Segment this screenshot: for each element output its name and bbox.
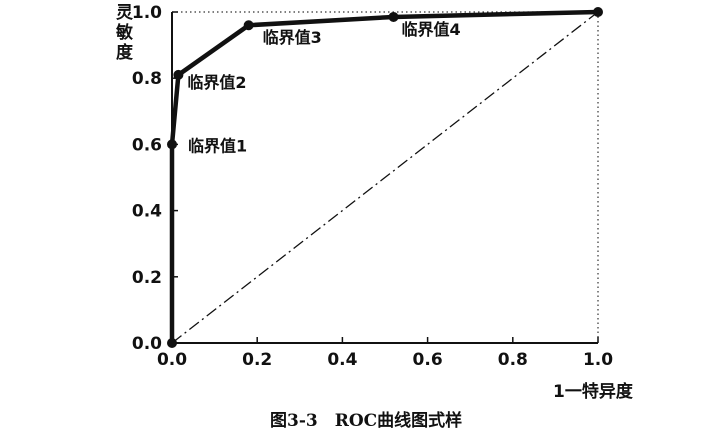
threshold-label: 临界值3 bbox=[263, 28, 322, 47]
threshold-label: 临界值1 bbox=[188, 136, 247, 155]
y-tick-label: 0.4 bbox=[132, 202, 162, 222]
x-tick-label: 0.6 bbox=[413, 350, 443, 370]
roc-curve bbox=[169, 9, 599, 343]
annotation-layer: 临界值1 临界值2 临界值3 临界值4 bbox=[187, 20, 460, 155]
x-tick-label: 0.8 bbox=[498, 350, 528, 370]
y-axis-title: 灵敏度 bbox=[115, 3, 134, 63]
series-layer bbox=[167, 7, 603, 348]
figure-caption: 图3-3 ROC曲线图式样 bbox=[270, 410, 462, 431]
threshold-label: 临界值4 bbox=[402, 20, 461, 39]
y-tick-label: 0.0 bbox=[132, 334, 162, 354]
x-tick-label: 0.2 bbox=[242, 350, 272, 370]
x-tick-label: 0.4 bbox=[327, 350, 357, 370]
roc-point bbox=[388, 11, 399, 22]
roc-point bbox=[173, 69, 184, 80]
threshold-label: 临界值2 bbox=[187, 73, 246, 92]
roc-point bbox=[167, 139, 177, 150]
x-axis: 0.0 0.2 0.4 0.6 0.8 1.0 bbox=[157, 337, 613, 370]
y-axis-title-char: 度 bbox=[116, 42, 134, 63]
roc-point bbox=[243, 20, 254, 31]
y-tick-label: 0.2 bbox=[132, 268, 162, 288]
y-tick-label: 0.6 bbox=[132, 135, 162, 155]
x-tick-label: 1.0 bbox=[583, 350, 613, 370]
y-tick-label: 0.8 bbox=[132, 69, 162, 89]
y-axis: 0.0 0.2 0.4 0.6 0.8 1.0 bbox=[132, 3, 178, 354]
reference-diagonal bbox=[171, 11, 599, 344]
y-tick-label: 1.0 bbox=[132, 3, 162, 23]
x-tick-label: 0.0 bbox=[157, 350, 187, 370]
y-axis-title-char: 敏 bbox=[115, 22, 133, 43]
x-axis-title: 1一特异度 bbox=[553, 381, 634, 402]
y-axis-title-char: 灵 bbox=[116, 3, 134, 23]
